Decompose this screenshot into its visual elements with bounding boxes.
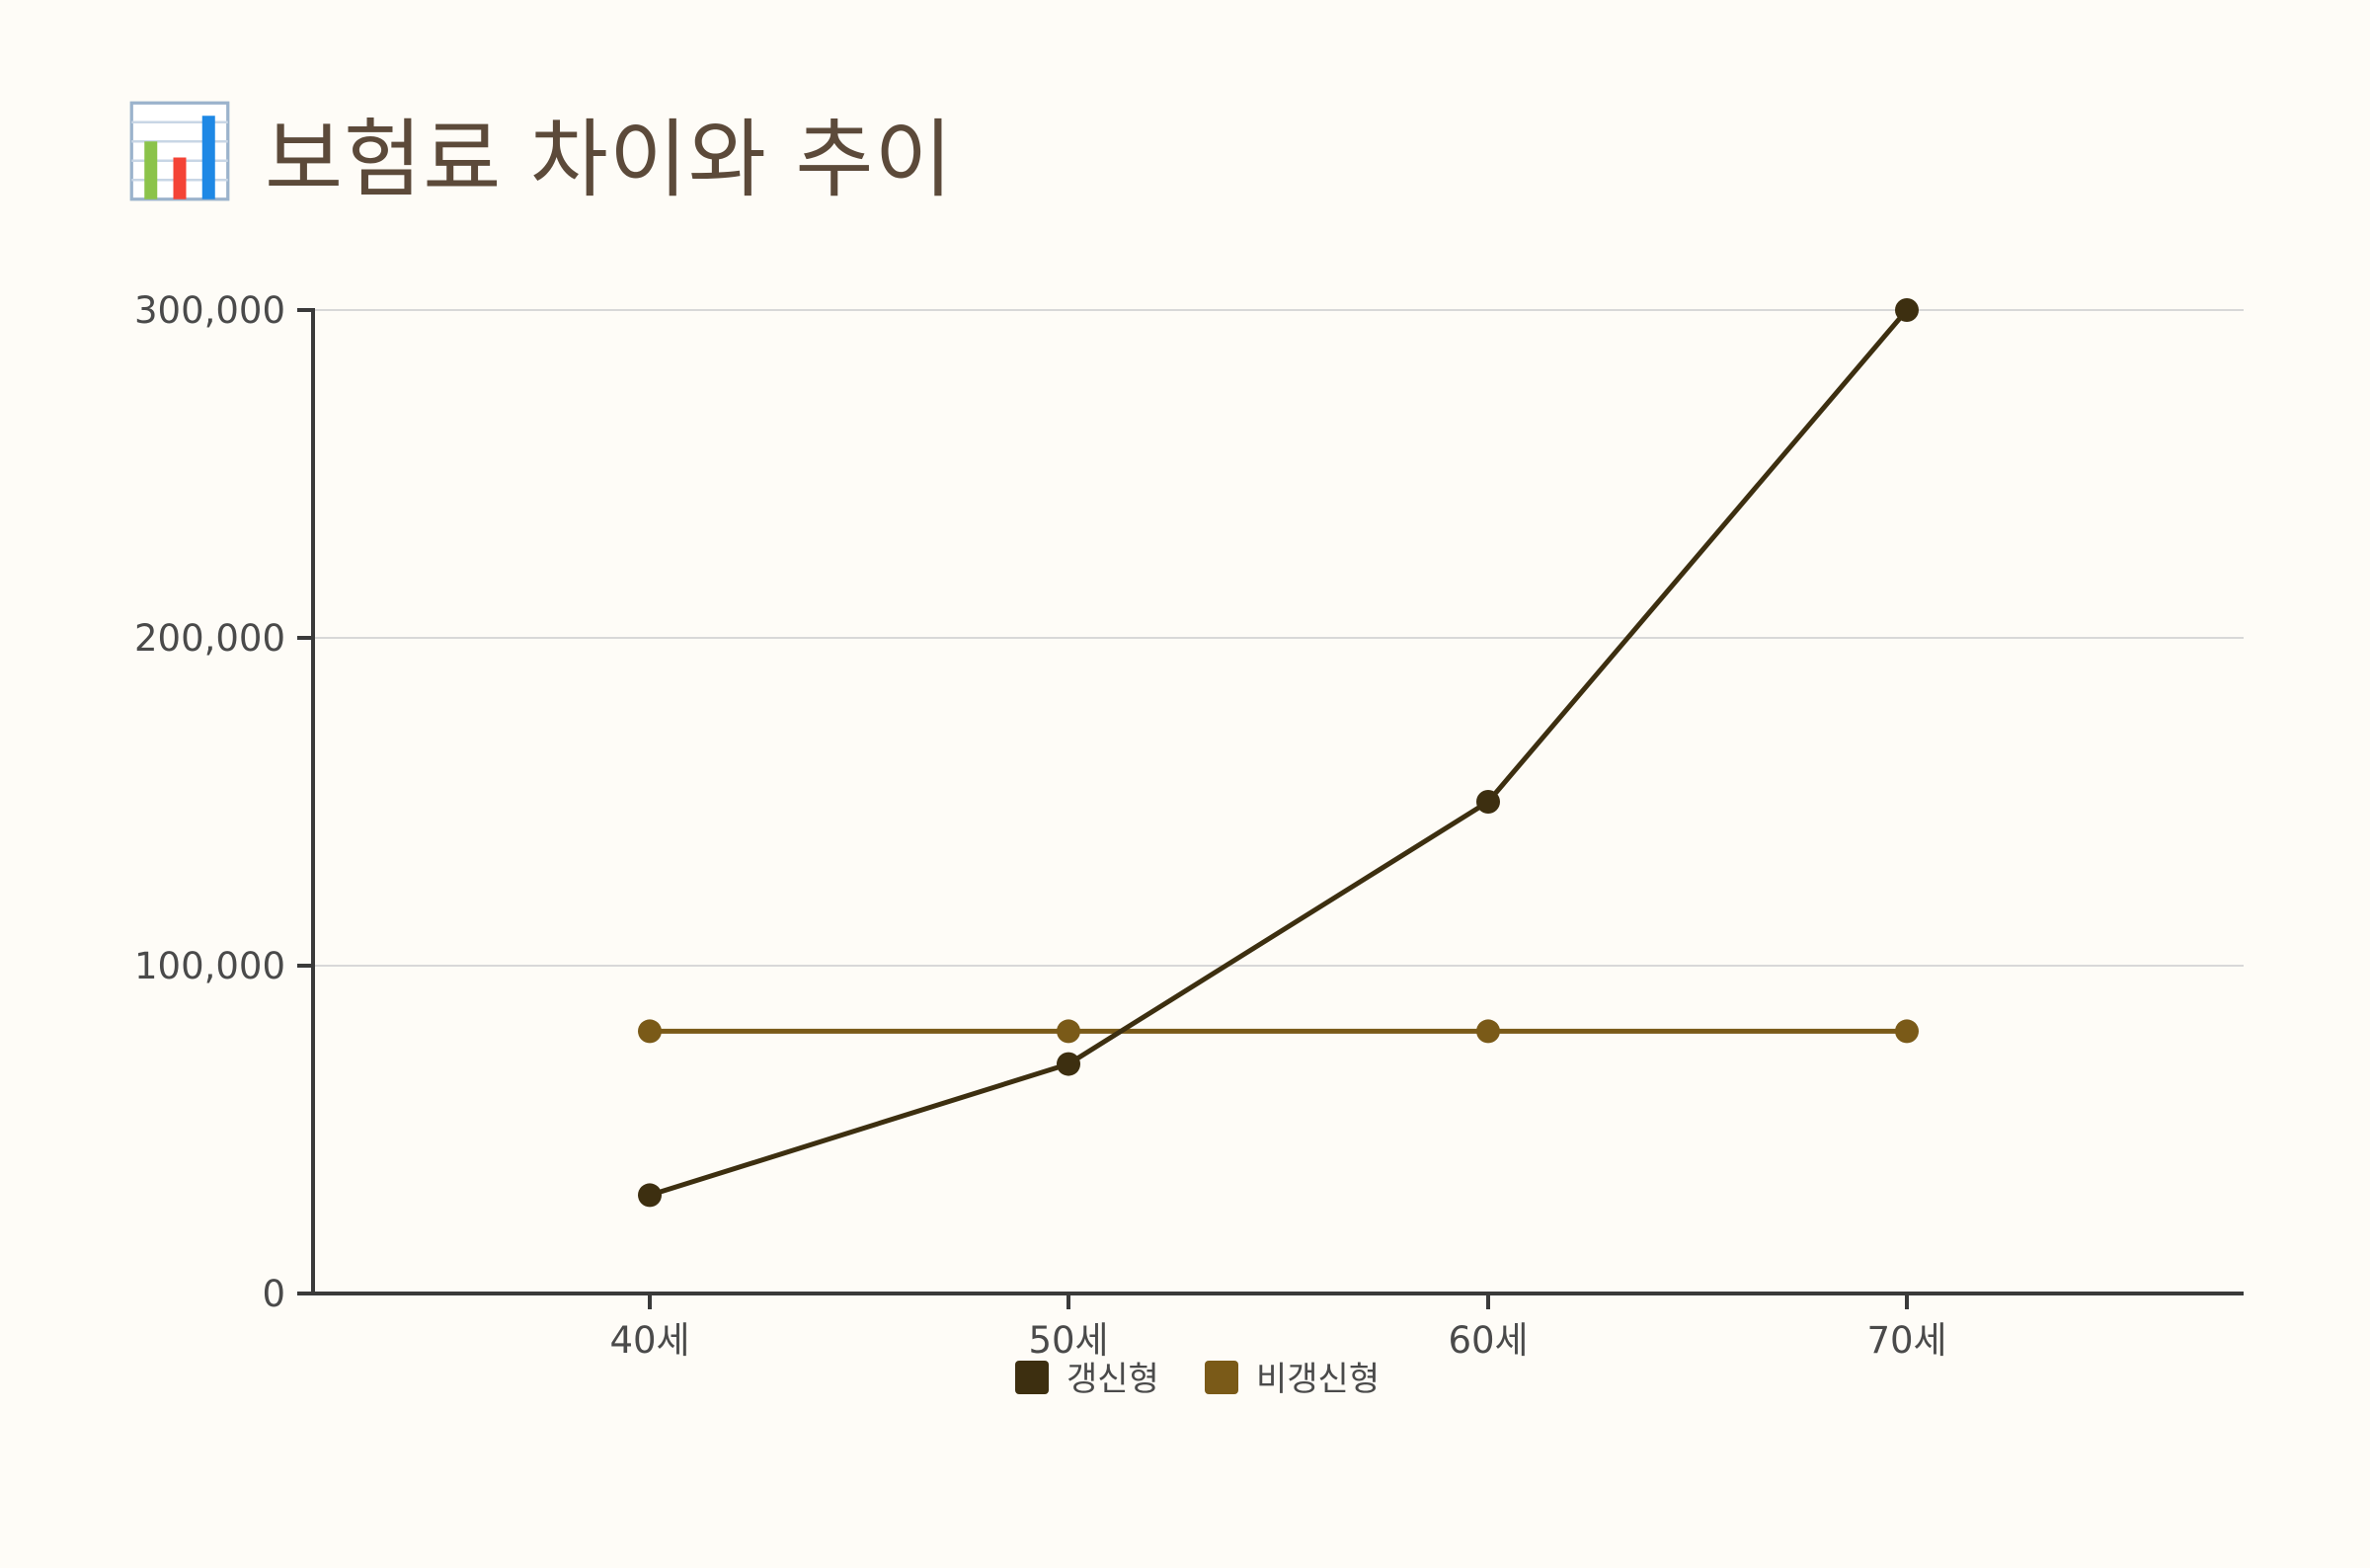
legend-label-nonrenewal: 비갱신형 [1256,1360,1380,1399]
legend-swatch-nonrenewal [1205,1361,1238,1394]
data-point-nonrenewal [638,1019,662,1044]
data-point-nonrenewal [1895,1019,1919,1044]
data-point-nonrenewal [1476,1019,1500,1044]
y-tick-label: 0 [262,1273,285,1315]
legend-label-renewal: 갱신형 [1066,1360,1159,1399]
y-tick-label: 100,000 [134,945,285,987]
chart-title: 보험료 차이와 추이 [265,110,954,209]
legend-swatch-renewal [1015,1361,1049,1394]
data-point-renewal [1057,1052,1080,1076]
data-point-renewal [1895,298,1919,322]
data-point-renewal [1476,790,1500,814]
x-tick-label: 70세 [1866,1319,1946,1362]
y-tick-label: 200,000 [134,617,285,660]
y-tick-label: 300,000 [134,289,285,332]
bar-chart-icon [129,101,230,201]
title-row: 보험료 차이와 추이 [128,97,954,209]
x-tick-label: 50세 [1028,1319,1108,1362]
data-point-renewal [638,1183,662,1208]
data-point-nonrenewal [1057,1019,1080,1044]
series-line-renewal [649,308,1909,1198]
x-tick-label: 60세 [1448,1319,1528,1362]
x-tick-label: 40세 [609,1319,689,1362]
